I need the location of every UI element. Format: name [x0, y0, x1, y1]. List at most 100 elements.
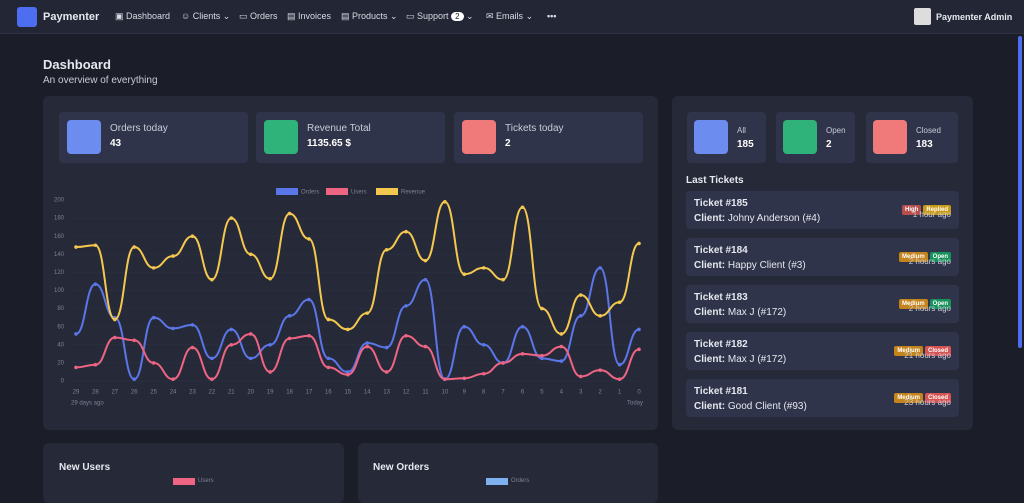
data-point [501, 361, 505, 365]
more-menu[interactable]: ••• [547, 11, 557, 21]
data-point [423, 258, 428, 263]
data-point [132, 245, 137, 249]
ticket-title: Ticket #185 [694, 198, 748, 209]
stat-label: Orders today [110, 123, 168, 134]
nav-link[interactable]: ▤ Products ⌄ [341, 11, 398, 21]
data-point [268, 343, 272, 347]
ticket-client: Client: Max J (#172) [694, 354, 786, 365]
nav-link[interactable]: ▭ Orders [239, 11, 278, 21]
data-point [617, 300, 622, 305]
data-point [93, 362, 98, 367]
logo[interactable] [17, 7, 37, 27]
nav-link[interactable]: ✉ Emails ⌄ [486, 11, 534, 21]
data-point [190, 345, 195, 350]
stat-label: Revenue Total [307, 123, 371, 134]
user-name[interactable]: Paymenter Admin [936, 12, 1013, 22]
brand[interactable]: Paymenter [43, 11, 100, 23]
data-point [520, 324, 525, 329]
data-point [540, 353, 544, 358]
ticket-tag: Open [929, 252, 951, 262]
y-tick-label: 60 [57, 324, 64, 330]
count-value: 2 [826, 139, 832, 150]
y-tick-label: 100 [54, 288, 65, 294]
scrollbar[interactable] [1018, 36, 1022, 348]
data-point [559, 344, 564, 349]
client-label: Client: [694, 307, 726, 318]
x-tick-label: 22 [209, 390, 216, 396]
series-line [75, 332, 640, 381]
count-label: Closed [916, 126, 941, 135]
nav-link[interactable]: ▣ Dashboard [115, 11, 171, 21]
data-point [248, 332, 253, 336]
client-label: Client: [694, 213, 726, 224]
data-point [481, 371, 486, 376]
ticket-tags: Medium Open [897, 245, 951, 263]
legend-label: Users [198, 478, 214, 484]
client-label: Client: [694, 354, 726, 365]
data-point [617, 362, 622, 367]
count-icon [783, 120, 817, 154]
legend-label: Users [351, 190, 367, 196]
ticket-title: Ticket #184 [694, 245, 748, 256]
ticket-row[interactable]: Ticket #184 Client: Happy Client (#3) Medi… [686, 238, 959, 276]
ticket-row[interactable]: Ticket #185 Client: Johny Anderson (#4) Hi… [686, 191, 959, 229]
page-title: Dashboard [43, 57, 111, 72]
ticket-tag: Medium [894, 393, 923, 403]
ticket-tag: Medium [898, 299, 928, 309]
data-point [598, 266, 602, 270]
series-line [75, 266, 640, 381]
ticket-time: 2 hours ago [908, 304, 951, 313]
navbar: Paymenter ▣ Dashboard ☺ Clients ⌄ ▭ Orde… [0, 0, 1024, 34]
x-tick-label: 11 [422, 390, 429, 396]
data-point [74, 245, 78, 249]
legend-swatch [276, 188, 298, 195]
count-label: Open [826, 126, 846, 135]
ticket-count-card: Closed 183 [866, 112, 958, 163]
x-tick-label: 18 [286, 390, 293, 396]
nav-text: Dashboard [126, 11, 171, 21]
x-tick-label: 25 [150, 390, 157, 396]
data-point [287, 314, 292, 318]
ticket-row[interactable]: Ticket #183 Client: Max J (#172) Medium Ope… [686, 285, 959, 323]
data-point [287, 211, 292, 216]
y-tick-label: 140 [54, 252, 65, 258]
data-point [132, 338, 137, 343]
nav-link[interactable]: ☺ Clients ⌄ [181, 11, 231, 21]
data-point [307, 297, 311, 302]
stat-value: 43 [110, 138, 122, 149]
data-point [113, 335, 117, 340]
data-point [481, 266, 486, 270]
ticket-tag: Closed [924, 393, 951, 403]
ticket-client: Client: Good Client (#93) [694, 401, 807, 412]
data-point [617, 377, 622, 381]
data-point [559, 332, 564, 336]
x-end-label: Today [627, 401, 643, 407]
nav-link[interactable]: ▤ Invoices [287, 11, 332, 21]
data-point [365, 311, 370, 315]
ticket-row[interactable]: Ticket #182 Client: Max J (#172) Medium Clo… [686, 332, 959, 370]
ticket-client: Client: Max J (#172) [694, 307, 786, 318]
data-point [210, 377, 214, 381]
y-tick-label: 20 [57, 360, 64, 366]
orders-panel: New Orders Orders [358, 443, 658, 503]
data-point [637, 241, 641, 246]
data-point [287, 336, 292, 341]
ticket-tag: Medium [894, 346, 923, 356]
legend-label: Revenue [401, 190, 426, 196]
data-point [365, 344, 370, 349]
nav-text: Emails [496, 11, 524, 21]
data-point [423, 344, 428, 349]
nav-link[interactable]: ▭ Support 2 ⌄ [406, 11, 474, 21]
data-point [248, 252, 253, 257]
data-point [229, 343, 234, 347]
stat-value: 2 [505, 138, 511, 149]
data-point [210, 277, 214, 282]
ticket-row[interactable]: Ticket #181 Client: Good Client (#93) Medi… [686, 379, 959, 417]
data-point [443, 377, 447, 381]
x-tick-label: 16 [325, 390, 332, 396]
avatar[interactable] [914, 8, 931, 25]
users-panel: New Users Users [43, 443, 344, 503]
ticket-client: Client: Happy Client (#3) [694, 260, 806, 271]
